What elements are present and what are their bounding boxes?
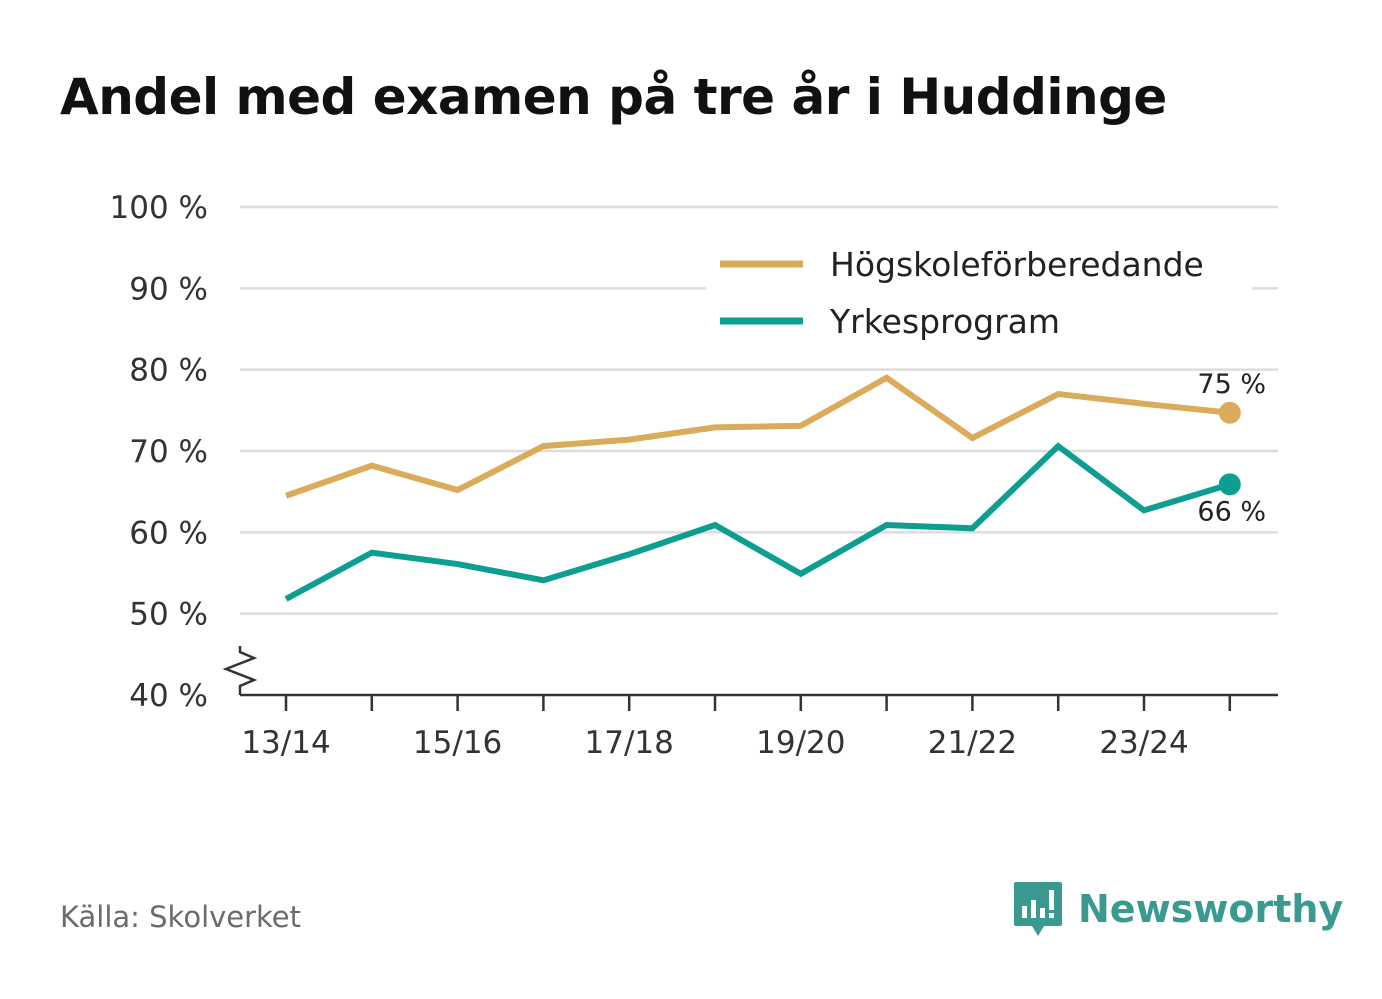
x-tick-label: 15/16 bbox=[413, 725, 502, 761]
legend-label: Högskoleförberedande bbox=[830, 245, 1204, 284]
series-end-point bbox=[1218, 473, 1241, 496]
legend: Högskoleförberedande Yrkesprogram bbox=[706, 238, 1252, 350]
y-tick-label: 70 % bbox=[129, 434, 208, 470]
legend-background bbox=[706, 238, 1252, 350]
legend-label: Yrkesprogram bbox=[829, 302, 1060, 341]
series-end-label: 75 % bbox=[1197, 369, 1266, 400]
y-tick-label: 80 % bbox=[129, 353, 208, 389]
y-tick-label: 90 % bbox=[129, 271, 208, 307]
series-end-point bbox=[1218, 401, 1241, 424]
y-tick-label: 100 % bbox=[110, 190, 208, 226]
y-tick-label: 60 % bbox=[129, 515, 208, 551]
gridlines bbox=[240, 205, 1278, 615]
axes: 40 % 50 % 60 % 70 % 80 % 90 % 100 % 13/14 15/16 1… bbox=[110, 190, 1278, 761]
chart-title: Andel med examen på tre år i Huddinge bbox=[60, 68, 1167, 126]
series: 75 % 66 % bbox=[284, 369, 1266, 602]
y-tick-label: 40 % bbox=[129, 678, 208, 714]
y-tick-label: 50 % bbox=[129, 597, 208, 633]
series-line-hogskoleforberedande bbox=[285, 374, 1231, 499]
x-tick-label: 21/22 bbox=[928, 725, 1017, 761]
source-note: Källa: Skolverket bbox=[60, 900, 302, 934]
series-line-yrkesprogram bbox=[284, 442, 1231, 602]
series-end-label: 66 % bbox=[1197, 496, 1266, 527]
x-tick-label: 17/18 bbox=[585, 725, 674, 761]
y-axis-break-icon bbox=[222, 646, 258, 695]
brand-name: Newsworthy bbox=[1078, 887, 1344, 931]
newsworthy-logo-icon bbox=[1014, 882, 1062, 936]
brand-logo: Newsworthy bbox=[1012, 880, 1343, 938]
x-tick-label: 19/20 bbox=[756, 725, 845, 761]
x-tick-label: 13/14 bbox=[241, 725, 330, 761]
x-tick-label: 23/24 bbox=[1099, 725, 1188, 761]
